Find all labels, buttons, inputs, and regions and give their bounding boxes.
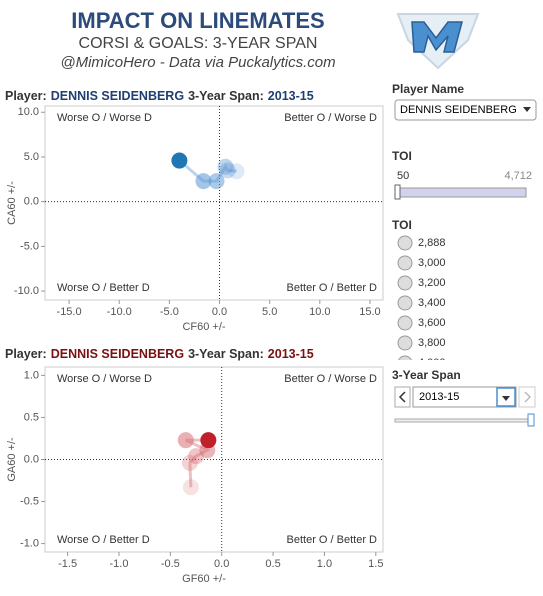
x-tick-label: 0.0 — [212, 306, 227, 318]
dropdown-value: 2013-15 — [419, 391, 459, 403]
y-tick-label: -0.5 — [20, 495, 39, 507]
slider-max: 4,712 — [504, 170, 532, 182]
y-tick-label: -5.0 — [20, 240, 39, 252]
toi-option-label: 3,800 — [418, 337, 446, 349]
label: 3-Year Span — [392, 368, 461, 382]
y-tick-label: 0.0 — [24, 196, 39, 208]
title-part: 3-Year Span: — [188, 347, 264, 361]
toi-option[interactable] — [397, 275, 413, 291]
title-part: Player: — [5, 347, 47, 361]
x-tick-label: 5.0 — [262, 306, 277, 318]
title: IMPACT ON LINEMATES — [71, 8, 324, 33]
slider-min: 50 — [397, 170, 409, 182]
span-slider-handle[interactable] — [527, 413, 535, 427]
quadrant-label: Better O / Worse D — [284, 373, 377, 385]
toi-option-label: 3,200 — [418, 277, 446, 289]
x-axis-label: GF60 +/- — [182, 573, 226, 585]
point — [228, 163, 245, 180]
toi-option-label: 3,000 — [418, 257, 446, 269]
toi-option-label: 3,600 — [418, 317, 446, 329]
player-dropdown[interactable] — [394, 99, 537, 121]
toi-option-label: 3,400 — [418, 297, 446, 309]
x-tick-label: 0.5 — [265, 558, 280, 570]
y-tick-label: 1.0 — [24, 369, 39, 381]
point — [171, 152, 188, 169]
y-axis-label: CA60 +/- — [6, 181, 18, 225]
toi-option-label: 2,888 — [418, 237, 446, 249]
title-part: 2013-15 — [268, 89, 314, 103]
x-axis-label: CF60 +/- — [182, 321, 225, 333]
x-tick-label: 1.0 — [317, 558, 332, 570]
x-tick-label: -0.5 — [161, 558, 180, 570]
y-tick-label: -10.0 — [14, 285, 39, 297]
y-tick-label: 0.5 — [24, 411, 39, 423]
x-tick-label: -1.0 — [109, 558, 128, 570]
y-tick-label: 10.0 — [18, 106, 39, 118]
point — [217, 158, 234, 175]
title-part: Player: — [5, 89, 47, 103]
span-dropdown[interactable] — [412, 386, 517, 408]
x-tick-label: -10.0 — [107, 306, 132, 318]
quadrant-label: Better O / Better D — [287, 282, 378, 294]
y-axis-label: GA60 +/- — [6, 437, 18, 482]
quadrant-label: Worse O / Better D — [57, 282, 150, 294]
y-tick-label: -1.0 — [20, 537, 39, 549]
x-tick-label: 0.0 — [214, 558, 229, 570]
quadrant-label: Better O / Better D — [287, 534, 378, 546]
label: TOI — [392, 149, 412, 163]
slider-handle[interactable] — [394, 184, 401, 200]
plot-area — [44, 105, 384, 301]
subtitle: CORSI & GOALS: 3-YEAR SPAN — [79, 35, 318, 52]
next-button[interactable] — [518, 386, 536, 408]
x-tick-label: 10.0 — [309, 306, 330, 318]
title-part: DENNIS SEIDENBERG — [51, 347, 184, 361]
title-part: 3-Year Span: — [188, 89, 264, 103]
toi-option[interactable] — [397, 295, 413, 311]
logo — [396, 13, 480, 70]
x-tick-label: -15.0 — [57, 306, 82, 318]
title-part: DENNIS SEIDENBERG — [51, 89, 184, 103]
point — [182, 479, 199, 496]
point — [219, 162, 236, 179]
toi-option[interactable] — [398, 355, 412, 370]
quadrant-label: Worse O / Worse D — [57, 112, 152, 124]
toi-option[interactable] — [397, 335, 413, 351]
credit: @MimicoHero - Data via Puckalytics.com — [60, 54, 335, 71]
point — [181, 454, 198, 471]
chart-title: Player: DENNIS SEIDENBERG 3-Year Span: 2013… — [5, 347, 314, 361]
title-part: 2013-15 — [268, 347, 314, 361]
quadrant-label: Worse O / Worse D — [57, 373, 152, 385]
slider-track[interactable] — [394, 187, 527, 198]
x-tick-label: 1.5 — [368, 558, 383, 570]
point — [177, 432, 194, 449]
quadrant-label: Worse O / Better D — [57, 534, 150, 546]
x-tick-label: -1.5 — [58, 558, 77, 570]
point — [208, 173, 225, 190]
dropdown-value: DENNIS SEIDENBERG — [400, 104, 517, 116]
y-tick-label: 5.0 — [24, 151, 39, 163]
chart-title: Player: DENNIS SEIDENBERG 3-Year Span: 2013… — [5, 89, 314, 103]
toi-option[interactable] — [397, 255, 413, 271]
x-tick-label: 15.0 — [359, 306, 380, 318]
point — [200, 432, 217, 449]
point — [195, 173, 212, 190]
quadrant-label: Better O / Worse D — [284, 112, 377, 124]
y-tick-label: 0.0 — [24, 453, 39, 465]
toi-option[interactable] — [397, 235, 413, 251]
label: TOI — [392, 218, 412, 232]
x-tick-label: -5.0 — [160, 306, 179, 318]
toi-option[interactable] — [397, 315, 413, 331]
toi-option-label: 4,000 — [418, 357, 446, 369]
prev-button[interactable] — [394, 386, 411, 408]
label: Player Name — [392, 82, 464, 96]
controls: Player Name DENNIS SEIDENBERG TOI 50 4,7… — [392, 82, 537, 427]
